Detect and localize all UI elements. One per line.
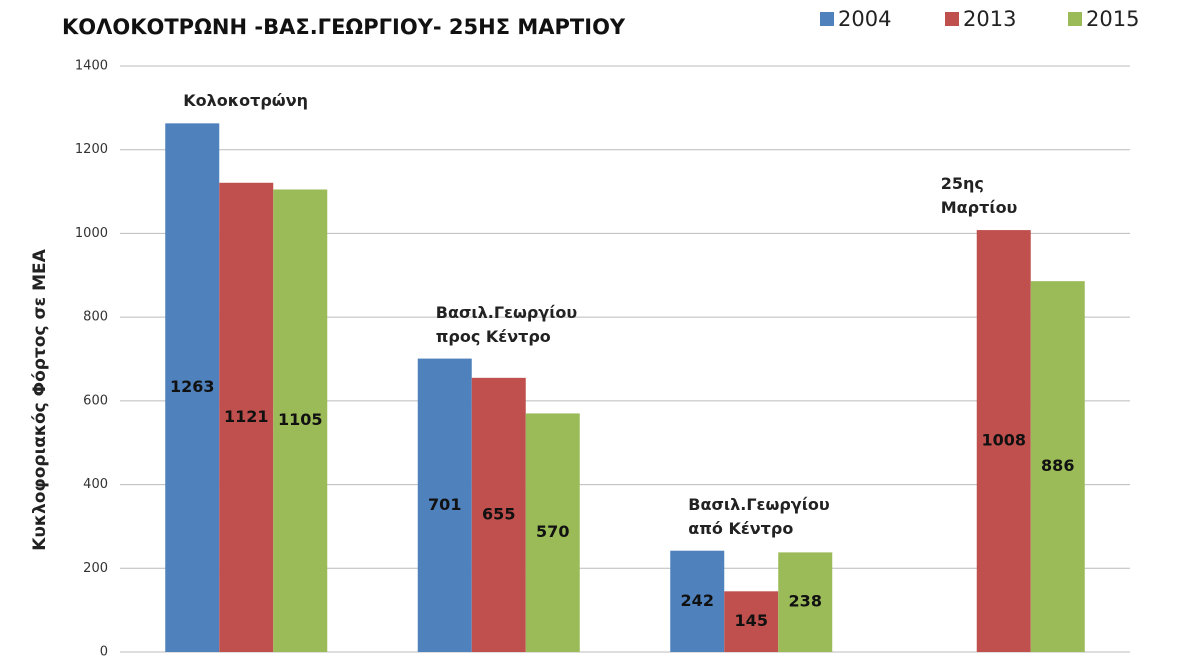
y-axis-label: Κυκλοφοριακός Φόρτος σε ΜΕΑ: [30, 248, 50, 550]
value-label: 1008: [981, 431, 1026, 450]
category-label: Κολοκοτρώνη: [183, 91, 308, 111]
value-label: 242: [681, 591, 714, 610]
bar: [1030, 281, 1085, 652]
value-label: 570: [536, 522, 569, 541]
category-label: 25ης Μαρτίου: [940, 174, 1018, 218]
value-label: 655: [482, 504, 515, 523]
bar: [670, 550, 725, 652]
y-tick-label: 200: [83, 561, 108, 576]
legend-label: 2013: [963, 7, 1016, 31]
bar: [724, 591, 779, 652]
legend-label: 2015: [1086, 7, 1139, 31]
bar: [525, 413, 580, 652]
legend-label: 2004: [838, 7, 891, 31]
y-tick-label: 0: [100, 645, 108, 658]
value-label: 1121: [224, 407, 269, 426]
y-tick-label: 800: [83, 310, 108, 325]
y-tick-label: 1400: [75, 59, 108, 74]
bar: [778, 552, 833, 652]
value-label: 238: [789, 592, 822, 611]
category-label: Βασιλ.Γεωργίου προς Κέντρο: [435, 302, 578, 346]
legend-swatch: [820, 12, 834, 26]
bar: [165, 123, 220, 652]
legend-swatch: [945, 12, 959, 26]
value-label: 145: [735, 611, 768, 630]
bar: [471, 377, 526, 652]
y-tick-label: 600: [83, 393, 108, 408]
y-tick-label: 1000: [75, 226, 108, 241]
chart-title: ΚΟΛΟΚΟΤΡΩΝΗ -ΒΑΣ.ΓΕΩΡΓΙΟΥ- 25ΗΣ ΜΑΡΤΙΟΥ: [62, 15, 626, 39]
value-label: 701: [428, 495, 461, 514]
category-label: Βασιλ.Γεωργίου από Κέντρο: [688, 494, 830, 538]
bar: [219, 182, 274, 652]
value-label: 1263: [170, 377, 215, 396]
legend-swatch: [1068, 12, 1082, 26]
value-label: 886: [1041, 456, 1074, 475]
y-tick-label: 1200: [75, 142, 108, 157]
y-tick-label: 400: [83, 477, 108, 492]
bar: [273, 189, 328, 652]
value-label: 1105: [278, 410, 323, 429]
bar: [976, 230, 1031, 652]
bar: [417, 358, 472, 652]
